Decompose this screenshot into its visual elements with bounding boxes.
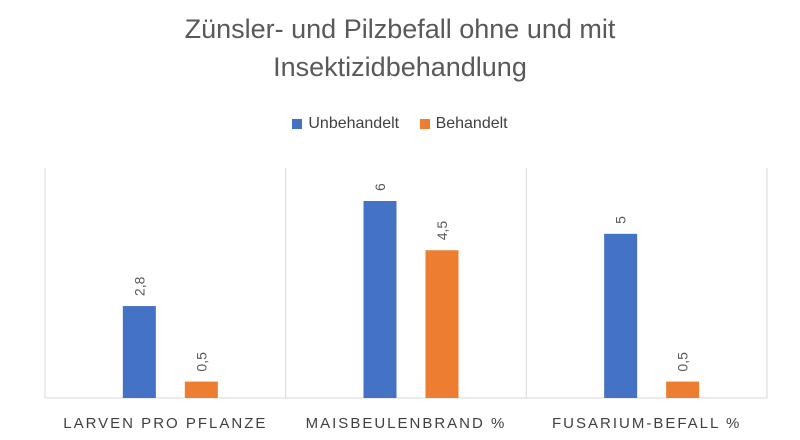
chart-legend: Unbehandelt Behandelt bbox=[0, 115, 800, 134]
bar-unbehandelt bbox=[122, 306, 156, 398]
legend-item-behandelt: Behandelt bbox=[419, 115, 508, 133]
chart-title-line-1: Zünsler- und Pilzbefall ohne und mit bbox=[184, 14, 616, 44]
bar-unbehandelt bbox=[363, 201, 397, 398]
x-tick-label: LARVEN PRO PFLANZE bbox=[63, 415, 267, 432]
x-tick-label: MAISBEULENBRAND % bbox=[306, 415, 507, 432]
data-label-behandelt: 4,5 bbox=[434, 221, 450, 241]
legend-swatch-behandelt bbox=[419, 119, 430, 129]
bar-unbehandelt bbox=[604, 233, 638, 398]
bar-behandelt bbox=[666, 381, 700, 398]
data-label-behandelt: 0,5 bbox=[193, 352, 209, 372]
data-label-unbehandelt: 2,8 bbox=[131, 276, 147, 296]
legend-item-unbehandelt: Unbehandelt bbox=[292, 115, 399, 133]
x-tick-label: FUSARIUM-BEFALL % bbox=[552, 415, 741, 432]
legend-swatch-unbehandelt bbox=[292, 119, 303, 129]
data-label-unbehandelt: 6 bbox=[372, 183, 388, 191]
data-label-behandelt: 0,5 bbox=[675, 352, 691, 372]
bar-behandelt bbox=[425, 250, 459, 398]
chart-title-line-2: Insektizidbehandlung bbox=[273, 52, 527, 82]
legend-label-unbehandelt: Unbehandelt bbox=[308, 115, 400, 132]
legend-label-behandelt: Behandelt bbox=[435, 115, 508, 132]
data-label-unbehandelt: 5 bbox=[613, 216, 629, 224]
bar-behandelt bbox=[184, 381, 218, 398]
